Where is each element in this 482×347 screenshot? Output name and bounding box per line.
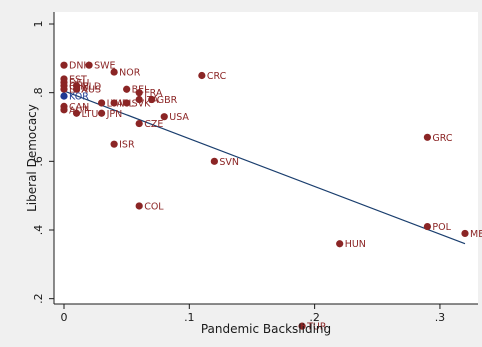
point-label-cze: CZE	[144, 119, 163, 130]
point-label-col: COL	[144, 201, 164, 212]
data-point-grc	[423, 133, 432, 141]
point-label-isr: ISR	[119, 140, 135, 151]
fit-line-layer	[63, 90, 466, 245]
data-point-mex	[461, 229, 469, 238]
data-point-gbr	[148, 95, 156, 104]
data-point-nor	[110, 68, 118, 76]
point-label-crc: CRC	[207, 71, 227, 82]
data-point-lva	[97, 99, 106, 107]
point-label-jpn: JPN	[106, 109, 123, 120]
x-tick-label: .2	[309, 311, 320, 324]
point-label-nor: NOR	[119, 68, 141, 79]
data-point-kor	[60, 92, 68, 100]
plot-area	[54, 12, 478, 304]
point-label-hun: HUN	[345, 239, 366, 250]
data-point-svn	[210, 157, 218, 165]
point-label-est: EST	[69, 74, 87, 85]
point-label-tur: TUR	[306, 322, 327, 333]
y-tick-label: 1	[32, 21, 45, 28]
points-layer: DNKSWENORCRCESTDEUCHENLDAUSLUXBELFRAKORG…	[60, 61, 482, 333]
point-label-svn: SVN	[219, 157, 239, 168]
point-label-usa: USA	[169, 112, 189, 123]
data-point-tur	[298, 322, 306, 330]
point-label-fra: FRA	[144, 88, 163, 99]
data-point-usa	[160, 113, 168, 121]
x-tick-label: .1	[184, 311, 195, 324]
point-label-lva: LVA	[107, 98, 124, 109]
point-label-ltu: LTU	[82, 109, 99, 120]
data-point-dnk	[60, 61, 68, 69]
y-tick-label: .4	[32, 225, 45, 236]
y-tick-label: .2	[32, 293, 45, 304]
point-label-gbr: GBR	[157, 95, 178, 106]
fit-line	[63, 90, 466, 245]
point-label-mex: MEX	[470, 229, 482, 240]
data-point-aus	[72, 85, 81, 93]
y-tick-label: .6	[32, 156, 45, 167]
x-axis-label: Pandemic Backsliding	[201, 322, 331, 336]
point-label-swe: SWE	[94, 61, 115, 72]
axes-layer: 0 .1 .2 .3 .2 .4 .6 .8 1	[32, 12, 478, 324]
x-tick-label: .3	[435, 311, 446, 324]
point-label-can: CAN	[69, 102, 89, 113]
data-point-ita	[135, 95, 143, 104]
data-point-hun	[336, 240, 344, 248]
y-tick-label: .8	[32, 87, 45, 98]
data-point-lux	[60, 85, 68, 93]
point-label-svk: SVK	[132, 98, 152, 109]
data-point-bel	[123, 85, 131, 93]
data-point-cze	[135, 119, 143, 128]
point-label-pol: POL	[432, 222, 451, 233]
data-point-irl	[110, 99, 118, 107]
data-point-ltu	[72, 109, 81, 117]
x-tick-label: 0	[61, 311, 68, 324]
data-point-fra	[135, 89, 143, 97]
point-label-lux: LUX	[69, 85, 88, 96]
data-point-isr	[110, 140, 118, 148]
point-label-aus: AUS	[82, 85, 101, 96]
data-point-svk	[123, 99, 131, 107]
point-label-grc: GRC	[432, 133, 452, 144]
data-point-swe	[85, 61, 93, 69]
y-axis-label: Liberal Democacy	[25, 104, 39, 212]
data-point-aut	[60, 106, 68, 114]
point-label-ita: ITA	[144, 95, 159, 106]
point-label-nld: NLD	[82, 81, 102, 92]
data-point-crc	[198, 71, 206, 80]
point-label-dnk: DNK	[69, 61, 90, 72]
data-point-col	[135, 202, 143, 210]
data-point-jpn	[97, 109, 106, 117]
point-label-kor: KOR	[69, 92, 89, 103]
data-point-pol	[423, 222, 432, 231]
